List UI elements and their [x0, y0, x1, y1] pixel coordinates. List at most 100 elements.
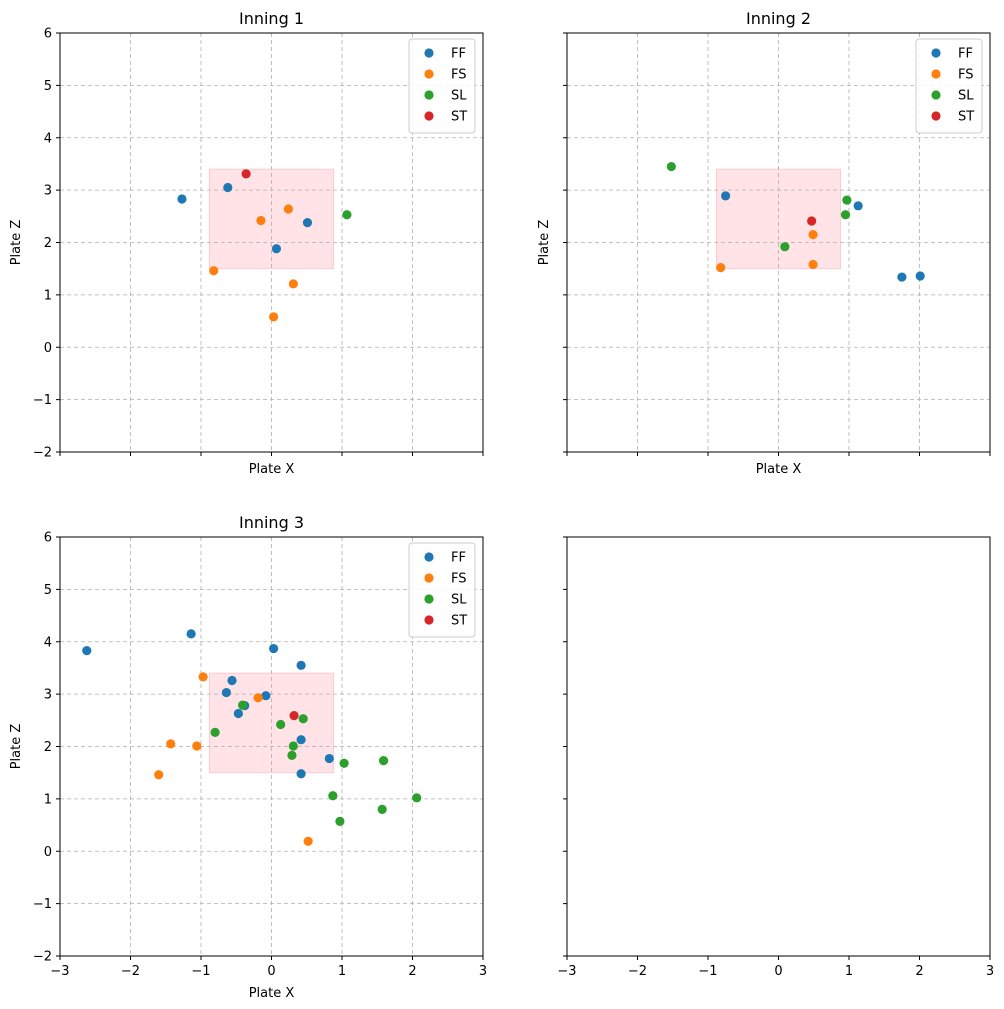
point-sl	[840, 210, 851, 220]
point-ff	[324, 753, 334, 764]
point-sl	[339, 758, 349, 768]
point-fs	[154, 770, 164, 780]
x-tick-label: 0	[774, 964, 782, 979]
x-tick-label: −2	[628, 964, 647, 979]
y-tick-label: 1	[44, 792, 52, 807]
x-tick-label: −1	[698, 964, 717, 979]
point-ff	[853, 201, 863, 211]
point-st	[807, 216, 817, 226]
legend-marker-fs	[931, 69, 941, 79]
point-sl	[328, 791, 338, 801]
point-ff	[915, 271, 925, 281]
legend: FF FS SL ST	[915, 38, 983, 134]
y-tick-label: 3	[44, 184, 52, 199]
x-axis-label: Plate X	[249, 462, 295, 477]
point-fs	[256, 215, 266, 226]
x-tick-label: −1	[191, 964, 210, 979]
point-ff	[302, 217, 313, 228]
legend-label-st: ST	[451, 110, 467, 125]
legend-marker-ff	[931, 48, 941, 58]
legend-label-st: ST	[958, 110, 974, 125]
legend-marker-sl	[931, 90, 941, 100]
point-ff	[177, 194, 187, 204]
legend-marker-fs	[424, 573, 434, 583]
point-ff	[233, 708, 243, 719]
point-ff	[186, 629, 196, 639]
point-fs	[209, 266, 219, 276]
point-sl	[342, 210, 352, 220]
subplot-1: −2 −1 0 1 2 3 4 5 6 Inning 1 Plate X Plate Z FF FS SL S…	[9, 9, 484, 477]
point-sl	[412, 793, 422, 803]
x-axis-label: Plate X	[249, 986, 295, 1001]
point-sl	[276, 719, 286, 730]
point-sl	[210, 727, 220, 737]
subplot-title: Inning 3	[239, 513, 304, 532]
point-sl	[287, 750, 297, 761]
y-tick-label: −2	[33, 446, 52, 461]
point-ff	[261, 691, 271, 701]
legend-marker-st	[424, 615, 434, 625]
point-ff	[271, 244, 282, 254]
y-tick-label: 2	[44, 740, 52, 755]
y-tick-label: −2	[33, 950, 52, 965]
y-tick-label: 0	[44, 341, 52, 356]
point-fs	[198, 672, 208, 682]
legend-label-ff: FF	[958, 47, 973, 62]
x-tick-label: 2	[915, 964, 923, 979]
legend-label-fs: FS	[451, 68, 467, 83]
legend-label-ff: FF	[451, 47, 466, 62]
legend-label-ff: FF	[451, 551, 466, 566]
point-fs	[288, 279, 298, 289]
point-sl	[298, 714, 308, 724]
y-tick-label: 6	[44, 27, 52, 42]
point-sl	[378, 756, 389, 766]
y-axis-label: Plate Z	[537, 220, 552, 266]
y-tick-label: 4	[44, 635, 52, 650]
point-sl	[377, 804, 387, 814]
legend-marker-ff	[424, 552, 434, 562]
subplot-title: Inning 2	[746, 9, 811, 28]
x-tick-label: 1	[845, 964, 853, 979]
legend-box	[408, 38, 476, 134]
axes-frame	[566, 536, 991, 957]
legend: FF FS SL ST	[408, 38, 476, 134]
legend-marker-st	[931, 111, 941, 121]
point-ff	[296, 660, 306, 670]
subplot-2: Inning 2 Plate X Plate Z FF FS SL ST	[537, 9, 991, 477]
point-st	[241, 169, 251, 179]
y-tick-label: 3	[44, 688, 52, 703]
point-fs	[166, 739, 176, 749]
point-sl	[780, 242, 790, 252]
point-fs	[808, 230, 818, 240]
point-sl	[335, 816, 345, 826]
point-sl	[237, 700, 248, 710]
point-sl	[666, 161, 676, 172]
y-tick-label: −1	[33, 393, 52, 408]
subplot-title: Inning 1	[239, 9, 304, 28]
x-tick-label: 1	[338, 964, 346, 979]
y-tick-label: 5	[44, 583, 52, 598]
legend-label-sl: SL	[451, 593, 467, 608]
legend-label-fs: FS	[958, 68, 974, 83]
x-tick-label: −3	[50, 964, 69, 979]
x-tick-label: 2	[408, 964, 416, 979]
x-tick-label: 3	[986, 964, 994, 979]
point-ff	[221, 687, 231, 698]
legend-marker-fs	[424, 69, 434, 79]
point-ff	[227, 675, 237, 686]
y-tick-label: 2	[44, 236, 52, 251]
point-fs	[808, 259, 818, 270]
legend-marker-sl	[424, 594, 434, 604]
point-st	[289, 710, 299, 721]
point-fs	[716, 263, 726, 273]
legend-marker-ff	[424, 48, 434, 58]
legend-marker-sl	[424, 90, 434, 100]
point-sl	[288, 741, 298, 751]
point-fs	[269, 312, 279, 322]
point-ff	[296, 769, 306, 779]
legend-label-fs: FS	[451, 572, 467, 587]
point-ff	[296, 735, 306, 745]
y-tick-label: 4	[44, 131, 52, 146]
